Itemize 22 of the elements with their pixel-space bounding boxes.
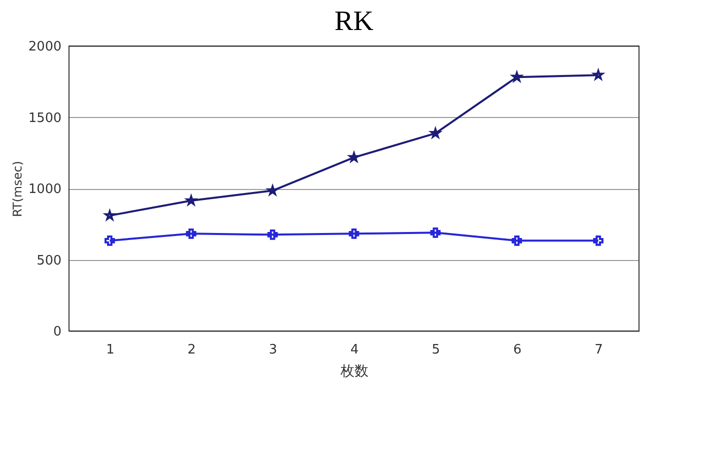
- y-tick-label: 0: [53, 324, 62, 340]
- x-tick-label: 1: [106, 342, 114, 358]
- x-axis-title: 枚数: [340, 364, 368, 380]
- y-axis-title: RT(msec): [10, 160, 24, 218]
- x-tick-label: 2: [188, 342, 196, 358]
- y-tick-label: 500: [36, 253, 62, 268]
- y-tick-label: 2000: [28, 40, 62, 54]
- y-tick-label: 1500: [28, 110, 62, 126]
- x-tick-label: 3: [268, 342, 278, 358]
- point: [593, 235, 604, 246]
- point: [104, 235, 115, 246]
- y-tick-label: 1000: [28, 182, 62, 197]
- point: [348, 228, 360, 239]
- x-tick-label: 6: [513, 342, 522, 358]
- point: [186, 228, 196, 239]
- x-tick-label: 4: [350, 342, 359, 358]
- x-tick-label: 5: [432, 342, 440, 358]
- x-tick-label: 7: [594, 342, 603, 358]
- point: [512, 235, 522, 246]
- point: [267, 229, 278, 240]
- chart-title: RK: [334, 6, 374, 37]
- point: [430, 227, 441, 238]
